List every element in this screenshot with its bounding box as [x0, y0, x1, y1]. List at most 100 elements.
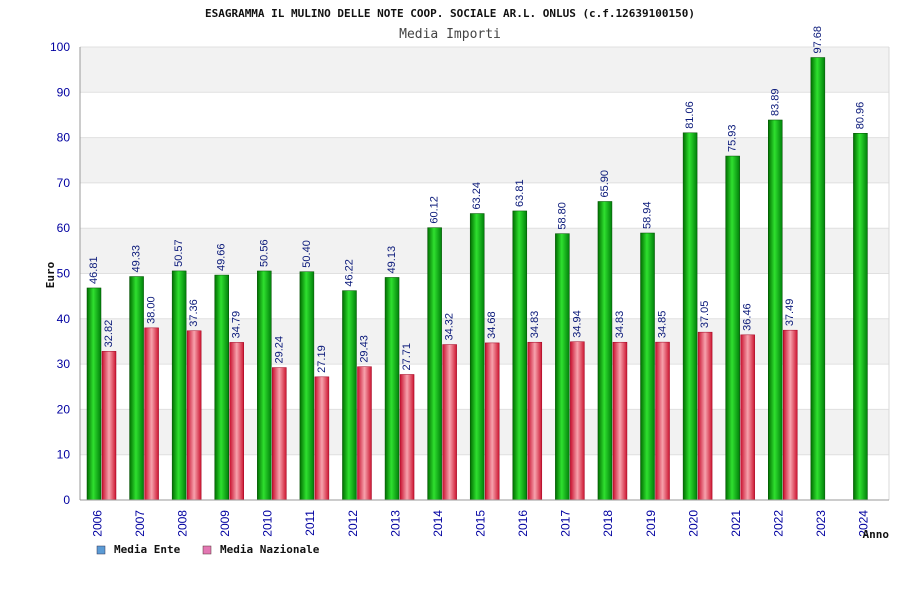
x-tick-label: 2017 [559, 510, 573, 537]
bar-media-nazionale [570, 341, 585, 501]
data-label: 46.22 [343, 259, 355, 287]
y-tick-label: 10 [57, 448, 71, 462]
data-label: 37.36 [188, 299, 200, 327]
data-label: 34.79 [231, 311, 243, 339]
x-tick-label: 2018 [601, 510, 615, 537]
data-label: 81.06 [684, 101, 696, 129]
data-label: 75.93 [727, 125, 739, 153]
y-tick-label: 60 [57, 221, 71, 235]
bar-media-ente [129, 276, 144, 501]
data-labels: 46.81 32.82 49.33 38.00 50.57 37.36 49.66 34.79… [88, 26, 866, 373]
data-label: 34.83 [614, 311, 626, 339]
data-label: 63.81 [514, 179, 526, 207]
bar-media-ente [469, 213, 485, 501]
data-label: 46.81 [88, 256, 100, 284]
bar-media-ente [555, 233, 570, 501]
data-label: 34.68 [486, 311, 498, 339]
bar-media-nazionale [612, 341, 628, 501]
legend-swatch-media-nazionale [202, 545, 212, 555]
data-label: 63.24 [471, 182, 483, 210]
bar-media-nazionale [655, 341, 670, 501]
data-label: 65.90 [599, 170, 611, 198]
bar-media-nazionale [357, 366, 372, 501]
x-axis-ticks: 2006 2007 2008 2009 2010 2011 2012 2013 2014 2015… [90, 510, 870, 537]
data-label: 80.96 [854, 102, 866, 130]
bar-media-ente [597, 201, 613, 501]
data-label: 37.05 [699, 301, 711, 329]
bar-media-nazionale [783, 329, 798, 501]
bar-media-ente [810, 57, 826, 501]
data-label: 29.24 [273, 336, 285, 364]
data-label: 32.82 [103, 320, 115, 348]
x-tick-label: 2011 [303, 510, 317, 536]
x-tick-label: 2008 [175, 510, 189, 537]
x-tick-label: 2015 [474, 510, 488, 537]
data-label: 36.46 [742, 303, 754, 331]
bar-media-nazionale [272, 367, 287, 501]
data-label: 34.83 [529, 311, 541, 339]
x-tick-label: 2013 [388, 510, 402, 537]
x-tick-label: 2010 [261, 510, 275, 537]
bar-media-nazionale [101, 351, 117, 501]
bar-media-nazionale [229, 342, 244, 501]
data-label: 37.49 [784, 299, 796, 327]
band-4 [80, 273, 889, 319]
data-label: 27.71 [401, 343, 413, 371]
x-tick-label: 2019 [644, 510, 658, 537]
x-tick-label: 2021 [729, 510, 743, 537]
data-label: 50.57 [173, 239, 185, 267]
y-tick-label: 70 [57, 176, 71, 190]
data-label: 27.19 [316, 345, 328, 373]
x-tick-label: 2014 [431, 510, 445, 537]
y-axis-ticks: 0 10 20 30 40 50 60 70 80 90 100 [50, 40, 70, 507]
legend-label-media-nazionale: Media Nazionale [220, 543, 320, 556]
x-tick-label: 2016 [516, 510, 530, 537]
bars [86, 57, 868, 501]
x-tick-label: 2020 [686, 510, 700, 537]
data-label: 50.56 [258, 239, 270, 267]
y-tick-label: 30 [57, 357, 71, 371]
bar-media-ente [342, 290, 357, 501]
data-label: 58.94 [642, 201, 654, 229]
x-tick-label: 2022 [772, 510, 786, 537]
legend-label-media-ente: Media Ente [114, 543, 181, 556]
x-tick-label: 2007 [133, 510, 147, 537]
bar-media-nazionale [484, 342, 500, 501]
data-label: 34.32 [444, 313, 456, 341]
y-axis-label: Euro [44, 261, 57, 288]
bar-media-ente [682, 132, 698, 501]
data-label: 29.43 [358, 335, 370, 363]
x-tick-label: 2024 [857, 510, 871, 537]
x-tick-label: 2023 [814, 510, 828, 537]
bar-media-nazionale [697, 331, 713, 501]
y-tick-label: 90 [57, 85, 71, 99]
data-label: 34.85 [657, 311, 669, 339]
data-label: 60.12 [429, 196, 441, 224]
data-label: 49.66 [216, 244, 228, 272]
bar-media-ente [640, 232, 655, 501]
band-8 [80, 92, 889, 138]
bar-media-ente [853, 133, 868, 501]
bar-media-nazionale [399, 374, 415, 501]
chart-title: ESAGRAMMA IL MULINO DELLE NOTE COOP. SOC… [205, 7, 695, 20]
bar-media-ente [86, 287, 102, 501]
bar-media-ente [299, 271, 315, 501]
bar-media-nazionale [314, 376, 330, 501]
data-label: 38.00 [146, 296, 158, 324]
bar-media-nazionale [527, 341, 543, 501]
legend: Media Ente Media Nazionale [96, 543, 320, 556]
bar-media-ente [512, 210, 528, 501]
data-label: 49.33 [131, 245, 143, 273]
band-6 [80, 182, 889, 229]
bar-media-ente [214, 274, 229, 501]
band-9 [80, 47, 889, 93]
data-label: 83.89 [769, 88, 781, 116]
x-tick-label: 2006 [90, 510, 104, 537]
bar-media-nazionale [740, 334, 755, 501]
bar-media-ente [384, 277, 400, 501]
data-label: 50.40 [301, 240, 313, 268]
x-tick-label: 2012 [346, 510, 360, 537]
x-axis-label: Anno [863, 528, 890, 541]
data-label: 34.94 [571, 310, 583, 338]
